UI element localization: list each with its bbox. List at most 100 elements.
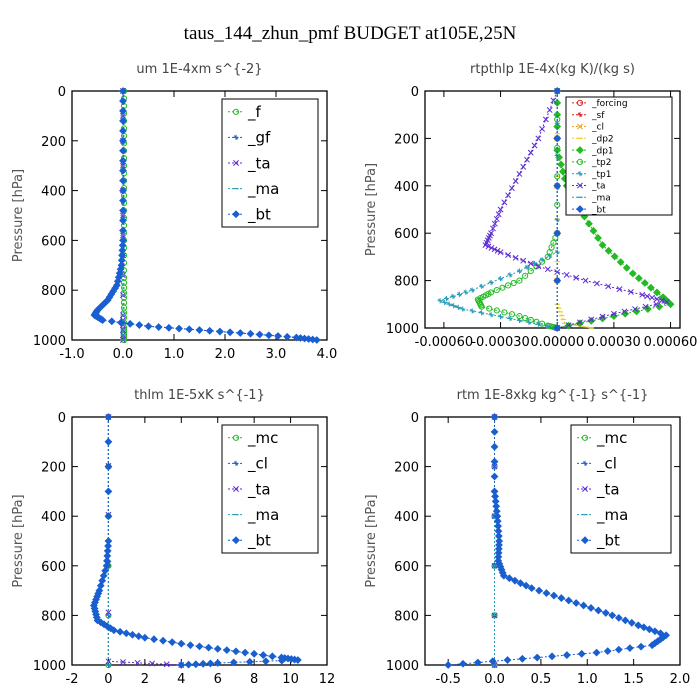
data-point [518,654,527,663]
legend-label: _bt [596,531,620,550]
data-point [229,658,238,667]
legend-label: _ma [591,193,611,203]
y-tick-label: 800 [41,284,66,299]
y-tick-label: 800 [394,609,419,624]
data-point [444,661,453,669]
data-point [119,206,127,215]
chart-panel-1: um 1E-4xm s^{-2} Pressure [hPa] 0 200 400 600… [11,62,337,362]
data-point [164,323,173,332]
data-point [446,301,452,307]
data-point [490,472,499,481]
data-point [577,649,586,658]
x-tick-label: 0.00030 [587,335,641,350]
data-point [450,293,456,300]
data-point [493,286,500,294]
data-point [592,648,601,657]
data-point [119,176,127,185]
data-point [554,144,561,151]
data-point [508,185,515,192]
legend-marker [576,99,584,107]
y-tick-label: 0 [411,411,419,426]
x-tick-label: 1.5 [623,672,644,687]
y-tick-label: 600 [41,234,66,249]
data-point [516,170,523,177]
data-point [232,647,240,656]
data-point [542,589,551,597]
data-point [573,274,580,281]
data-point [527,584,536,593]
legend-marker [577,171,583,177]
data-point [236,329,245,337]
data-point [582,277,589,284]
data-point [469,308,475,314]
data-point [199,659,208,668]
data-point [516,268,523,274]
x-tick-label: 3.0 [266,347,287,362]
data-point [456,291,462,297]
data-point [264,331,273,340]
data-point [616,258,625,267]
data-point [312,336,321,344]
data-point [503,656,512,664]
data-point [109,626,118,635]
data-point [497,206,504,213]
legend-label: _sf [591,111,605,121]
data-point [213,644,222,653]
data-point [250,649,259,658]
data-point [274,332,282,340]
y-tick-label: 1000 [33,659,66,674]
data-point [594,606,603,615]
legend-label: _ta [247,154,271,173]
data-point [479,283,485,289]
data-point [103,622,112,631]
data-point [632,306,638,312]
data-point [116,627,124,636]
plot-frame [71,416,328,666]
data-point [140,633,149,642]
data-point [554,173,561,180]
data-point [516,579,525,588]
x-tick-label: 2 [141,672,149,687]
plot-frame [71,90,328,341]
data-point [564,596,573,605]
legend-marker [232,434,240,441]
x-tick-label: 0.0 [113,347,134,362]
data-point [206,659,215,668]
data-point [119,107,127,115]
legend-marker [577,123,583,130]
data-point [191,660,200,669]
data-point [195,642,204,651]
data-point [150,635,158,644]
y-tick-label: 600 [41,560,66,575]
y-tick-label: 0 [411,85,419,100]
series-tp2 [474,87,561,332]
data-point [149,660,156,667]
data-point [104,462,113,471]
data-point [640,279,649,287]
data-point [497,314,504,320]
data-point [119,166,127,175]
data-point [589,226,598,235]
data-point [575,319,584,328]
x-tick-label: 12 [319,672,336,687]
data-point [522,272,529,279]
data-point [488,244,495,251]
legend-box [565,96,673,216]
legend-label: _ma [596,506,628,525]
data-point [527,260,534,267]
data-point [175,324,184,333]
data-point [491,220,498,227]
data-point [508,311,515,318]
legend: _forcing _sf _cl_dp2 _dp1 _tp2 _tp1 _ta_ma _bt [565,96,673,216]
data-point [277,656,286,665]
data-point [544,266,551,273]
legend-label: _mc [596,429,627,448]
x-tick-label: -2 [66,672,79,687]
legend: _f _gf _ta _ma _bt [221,98,319,228]
data-point [501,309,508,316]
chart-title: thlm 1E-5xK s^{-1} [134,388,265,403]
data-point [553,324,562,332]
data-point [499,284,506,291]
chart-title: um 1E-4xm s^{-2} [136,62,262,77]
y-axis-label: Pressure [hPa] [364,163,379,256]
